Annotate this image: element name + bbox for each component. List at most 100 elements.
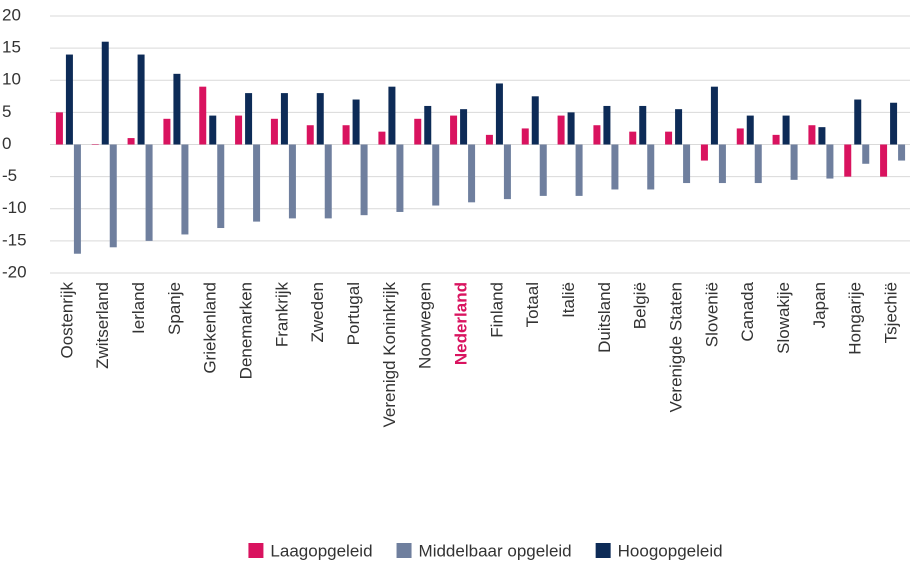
legend-swatch xyxy=(396,543,412,558)
bar xyxy=(360,144,368,216)
bar xyxy=(91,144,99,145)
bar xyxy=(700,144,708,161)
bar xyxy=(270,118,278,145)
bar xyxy=(414,118,422,145)
x-tick-label: Verenigde Staten xyxy=(667,282,686,412)
bar xyxy=(539,144,547,196)
bar xyxy=(316,93,324,145)
y-tick-label: 0 xyxy=(2,134,11,153)
legend-label: Hoogopgeleid xyxy=(618,541,723,560)
bar xyxy=(754,144,762,184)
y-tick-label: -15 xyxy=(2,230,27,249)
bar xyxy=(818,127,826,145)
bar xyxy=(73,144,81,254)
bar xyxy=(468,144,476,203)
bar xyxy=(718,144,726,184)
bar xyxy=(647,144,655,190)
bar xyxy=(209,115,217,145)
bar xyxy=(388,86,396,145)
y-tick-label: 15 xyxy=(2,38,21,57)
x-tick-label: Zwitserland xyxy=(93,282,112,369)
x-tick-label: Noorwegen xyxy=(416,282,435,369)
y-tick-label: -10 xyxy=(2,198,27,217)
bar xyxy=(173,73,181,145)
bar xyxy=(880,144,888,177)
bar xyxy=(503,144,511,200)
bar xyxy=(378,131,386,145)
bar xyxy=(280,93,288,145)
bar xyxy=(782,115,790,145)
bar xyxy=(181,144,189,235)
bar xyxy=(898,144,906,161)
x-tick-label: Italië xyxy=(559,282,578,318)
x-tick-label: Ierland xyxy=(129,282,148,334)
x-tick-label: Tsjechië xyxy=(882,282,901,343)
x-tick-label: België xyxy=(631,282,650,329)
legend-label: Laagopgeleid xyxy=(270,541,372,560)
x-tick-label: Zweden xyxy=(308,282,327,342)
bar xyxy=(575,144,583,196)
bar xyxy=(790,144,798,180)
bar xyxy=(460,109,468,145)
bar xyxy=(808,125,816,145)
bar xyxy=(245,93,253,145)
x-tick-label: Verenigd Koninkrijk xyxy=(380,282,399,428)
x-tick-label: Griekenland xyxy=(201,282,220,374)
bar xyxy=(352,99,360,145)
bar xyxy=(844,144,852,177)
bar xyxy=(55,112,63,145)
y-tick-label: 20 xyxy=(2,5,21,24)
bar xyxy=(424,105,432,145)
legend-swatch xyxy=(248,543,264,558)
bar xyxy=(396,144,404,212)
bar xyxy=(288,144,296,219)
y-tick-label: 10 xyxy=(2,70,21,89)
bar xyxy=(746,115,754,145)
bar xyxy=(101,41,109,145)
x-tick-label: Finland xyxy=(487,282,506,338)
bar xyxy=(199,86,207,145)
bar xyxy=(531,96,539,145)
bar xyxy=(109,144,117,248)
x-tick-label: Oostenrijk xyxy=(57,282,76,359)
bar xyxy=(665,131,673,145)
x-tick-label: Japan xyxy=(810,282,829,328)
legend-label: Middelbaar opgeleid xyxy=(419,541,572,560)
x-tick-label: Hongarije xyxy=(846,282,865,355)
bar xyxy=(217,144,225,229)
bar xyxy=(521,128,529,145)
x-tick-label: Denemarken xyxy=(237,282,256,379)
x-tick-label: Frankrijk xyxy=(272,282,291,348)
bar xyxy=(324,144,332,219)
bar xyxy=(772,134,780,145)
legend-swatch xyxy=(595,543,611,558)
bar xyxy=(495,83,503,145)
bar xyxy=(710,86,718,145)
x-tick-label: Canada xyxy=(738,281,757,341)
x-tick-label: Spanje xyxy=(165,282,184,335)
bar xyxy=(137,54,145,145)
x-tick-label: Totaal xyxy=(523,282,542,327)
bar xyxy=(611,144,619,190)
bar xyxy=(432,144,440,206)
bar xyxy=(306,125,314,145)
bar xyxy=(127,138,135,145)
x-tick-label: Portugal xyxy=(344,282,363,345)
bar xyxy=(65,54,73,145)
x-tick-label: Nederland xyxy=(452,282,471,365)
y-tick-label: 5 xyxy=(2,102,11,121)
bar xyxy=(163,118,171,145)
bar xyxy=(736,128,744,145)
bar xyxy=(557,115,565,145)
bar xyxy=(342,125,350,145)
bar xyxy=(485,134,493,145)
bar xyxy=(683,144,691,184)
bar xyxy=(145,144,153,241)
x-tick-label: Slowakije xyxy=(774,282,793,354)
bar xyxy=(826,144,834,179)
bar xyxy=(890,102,898,145)
bar xyxy=(235,115,243,145)
bar xyxy=(603,105,611,145)
bar xyxy=(253,144,261,222)
